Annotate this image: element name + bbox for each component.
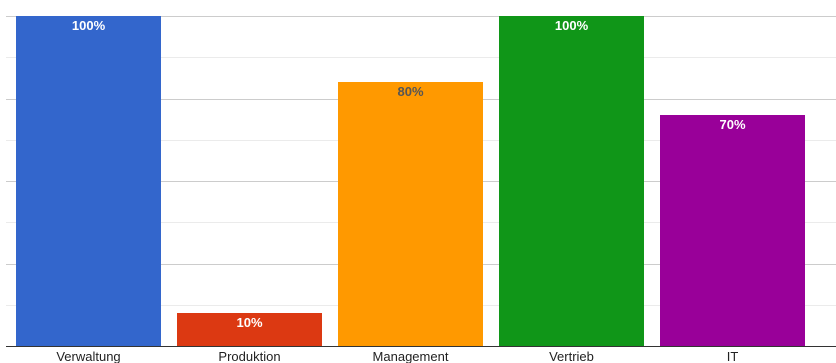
bar-value-label: 70% bbox=[719, 117, 745, 132]
bars bbox=[16, 16, 805, 346]
bar-value-label: 100% bbox=[555, 18, 589, 33]
category-label: Management bbox=[373, 349, 449, 363]
category-label: IT bbox=[727, 349, 739, 363]
bar-vertrieb bbox=[499, 16, 644, 346]
bar-verwaltung bbox=[16, 16, 161, 346]
category-labels: Verwaltung Produktion Management Vertrieb IT bbox=[56, 349, 738, 363]
bar-produktion bbox=[177, 313, 322, 346]
bar-value-label: 10% bbox=[236, 315, 262, 330]
bar-value-label: 100% bbox=[72, 18, 106, 33]
bar-value-labels: 100% 10% 80% 100% 70% bbox=[72, 18, 746, 330]
bar-it bbox=[660, 115, 805, 346]
category-label: Verwaltung bbox=[56, 349, 120, 363]
category-label: Vertrieb bbox=[549, 349, 594, 363]
bar-value-label: 80% bbox=[397, 84, 423, 99]
category-label: Produktion bbox=[218, 349, 280, 363]
bar-management bbox=[338, 82, 483, 346]
